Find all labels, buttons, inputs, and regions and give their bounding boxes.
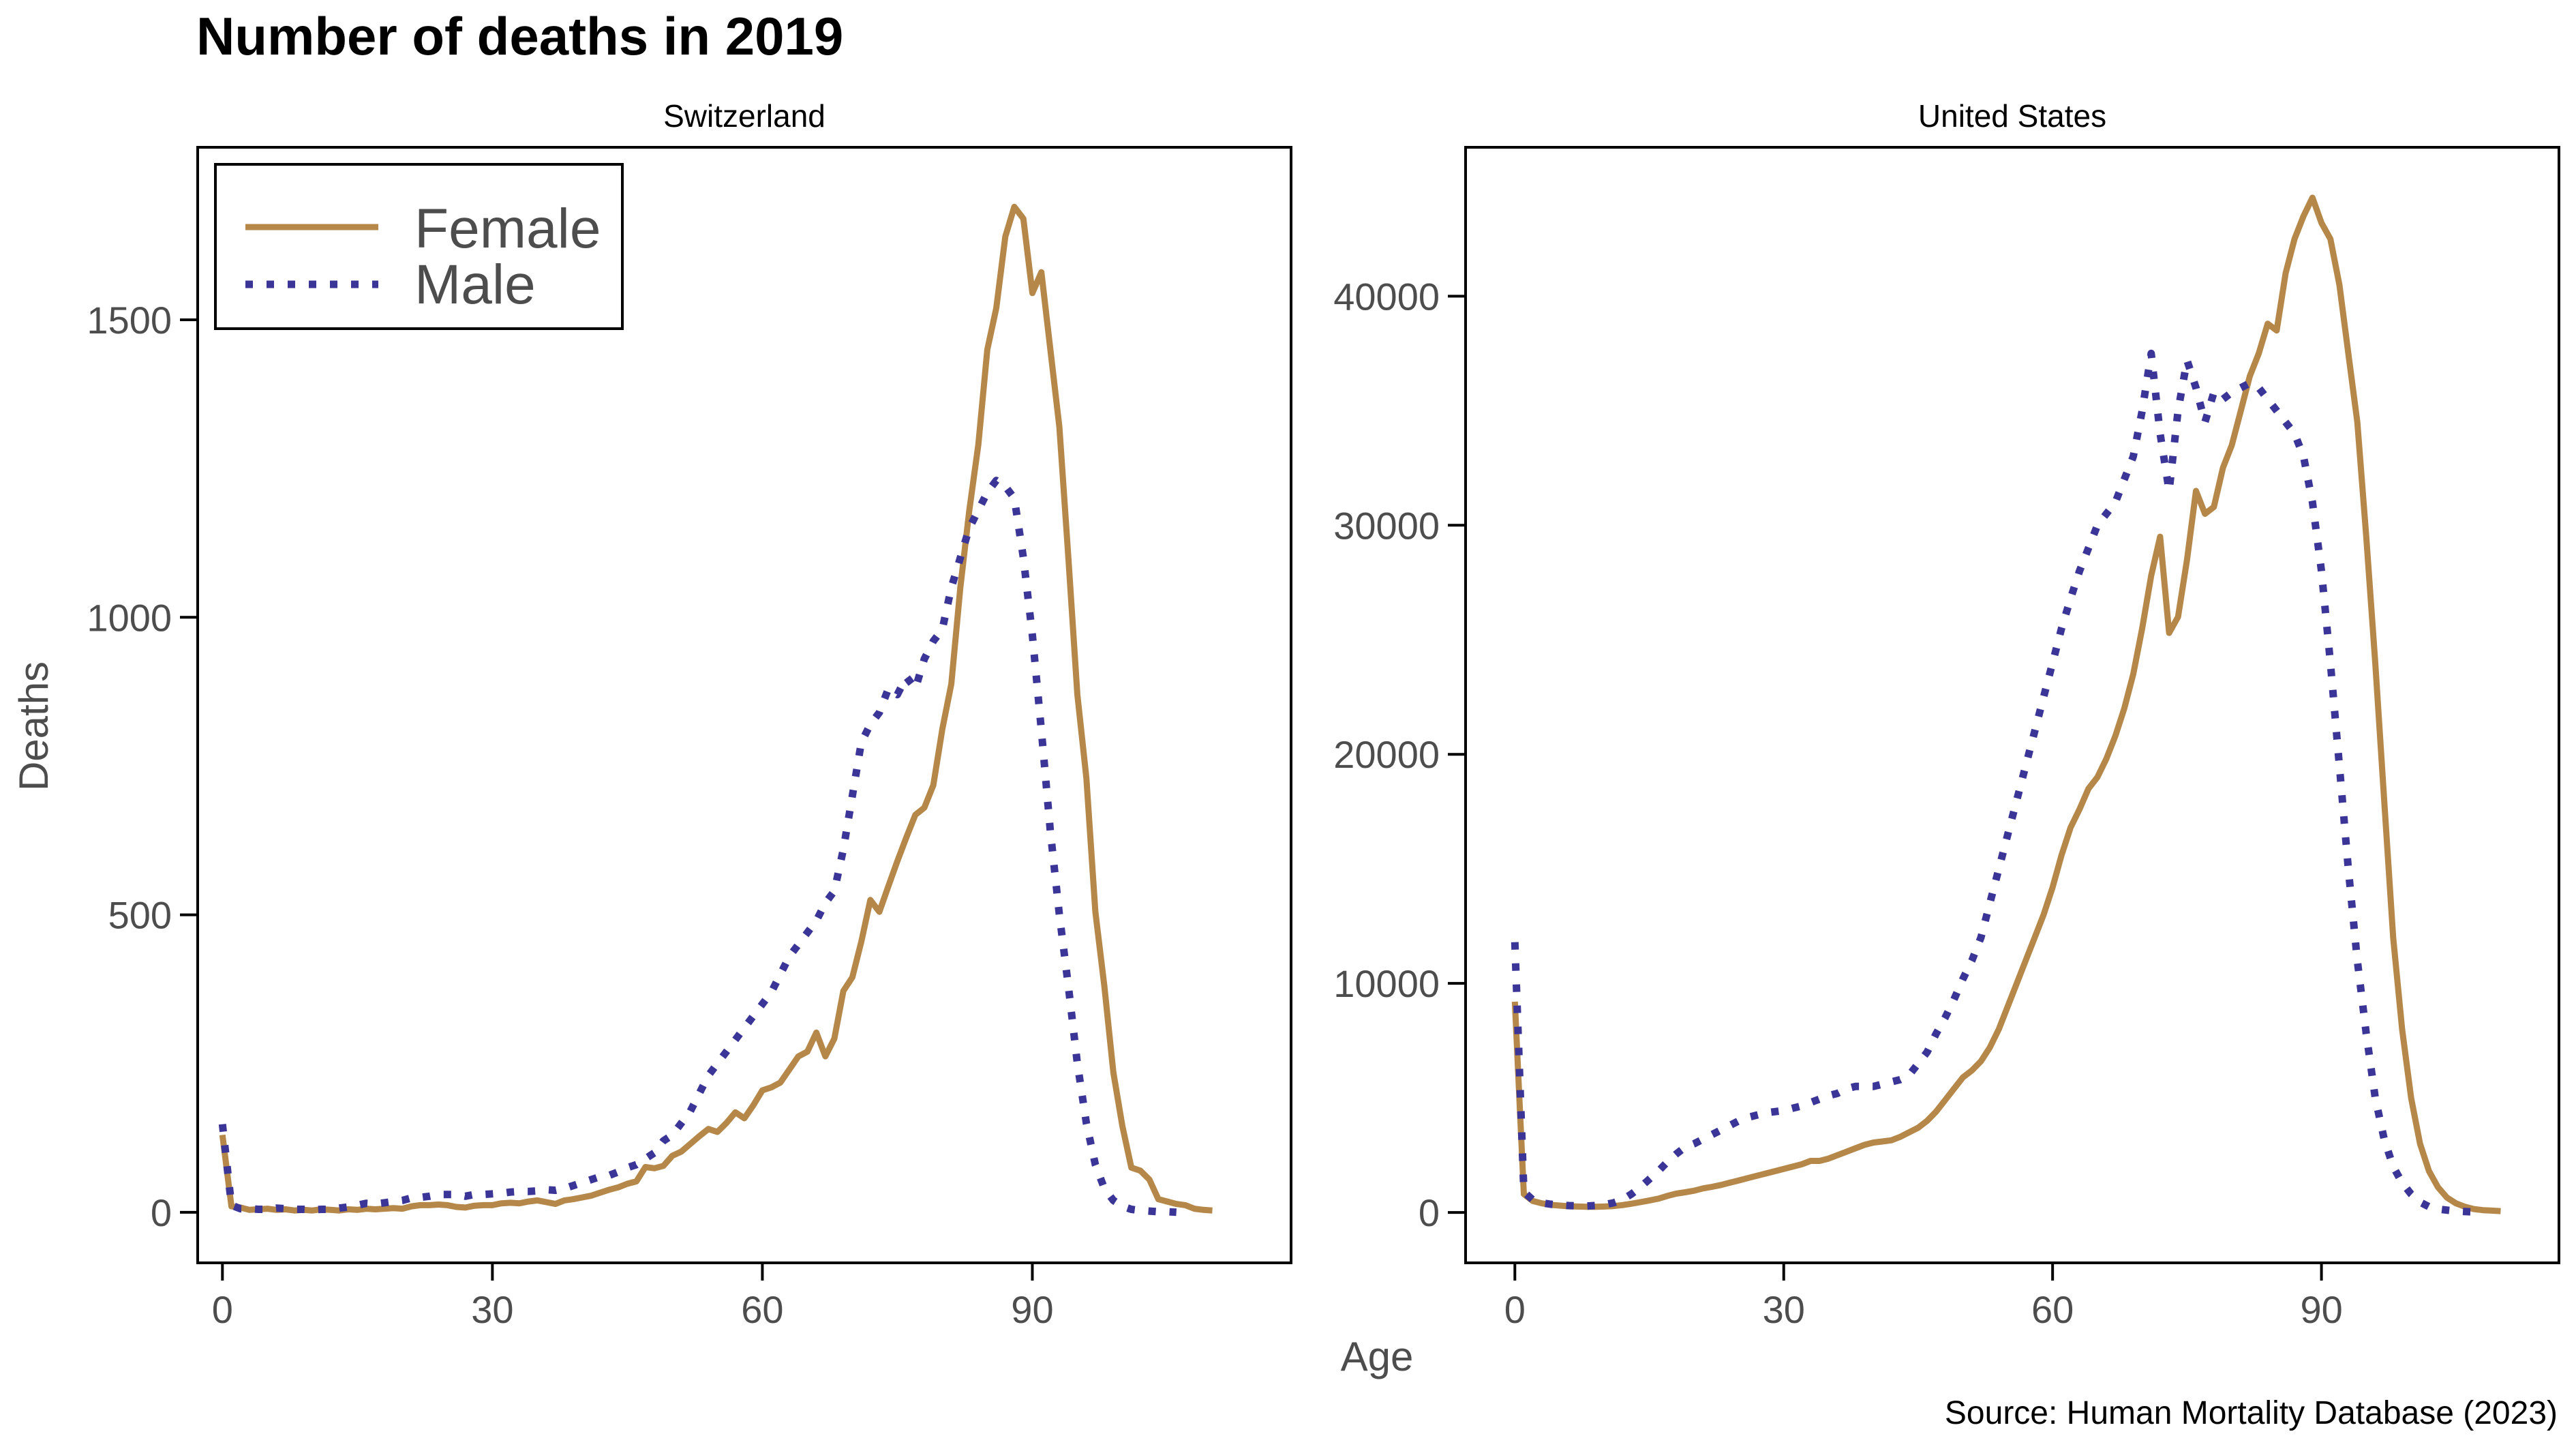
plot-area xyxy=(1511,194,2501,1216)
panel-frame xyxy=(1464,146,2560,1264)
x-tick-label: 0 xyxy=(212,1288,233,1331)
y-tick-label: 0 xyxy=(151,1191,172,1234)
panel-united-states: United States 0 30 60 90 0 10000 20000 30000 40… xyxy=(1333,98,2560,1331)
source-caption: Source: Human Mortality Database (2023) xyxy=(1945,1395,2558,1431)
legend-label-male: Male xyxy=(414,254,536,316)
y-tick-label: 10000 xyxy=(1333,962,1440,1005)
x-tick-label: 30 xyxy=(471,1288,513,1331)
series-line-female xyxy=(219,203,1213,1214)
panel-strip-title: Switzerland xyxy=(663,98,825,134)
x-axis: 0 30 60 90 xyxy=(212,1263,1054,1331)
x-tick-label: 30 xyxy=(1763,1288,1805,1331)
y-tick-label: 20000 xyxy=(1333,733,1440,776)
legend-label-female: Female xyxy=(414,198,601,260)
x-tick-label: 90 xyxy=(2300,1288,2342,1331)
panel-switzerland: Switzerland 0 30 60 90 0 500 1000 1500 xyxy=(87,98,1292,1331)
x-tick-label: 60 xyxy=(741,1288,783,1331)
x-tick-label: 0 xyxy=(1504,1288,1526,1331)
legend: Female Male xyxy=(214,163,624,330)
panel-strip-title: United States xyxy=(1918,98,2106,134)
y-tick-label: 1500 xyxy=(87,299,172,342)
y-tick-label: 0 xyxy=(1419,1191,1440,1234)
legend-box xyxy=(214,163,624,330)
x-tick-label: 90 xyxy=(1011,1288,1053,1331)
series-line-male xyxy=(1511,349,2483,1216)
y-tick-label: 30000 xyxy=(1333,504,1440,547)
series-line-male xyxy=(218,477,1177,1216)
y-axis: 0 10000 20000 30000 40000 xyxy=(1333,275,1466,1234)
x-tick-label: 60 xyxy=(2031,1288,2074,1331)
y-axis: 0 500 1000 1500 xyxy=(87,299,198,1234)
plot-area xyxy=(218,203,1213,1216)
y-tick-label: 500 xyxy=(108,894,172,937)
chart-title: Number of deaths in 2019 xyxy=(196,6,843,66)
x-axis: 0 30 60 90 xyxy=(1504,1263,2343,1331)
y-tick-label: 40000 xyxy=(1333,275,1440,318)
panel-frame xyxy=(196,146,1292,1264)
y-tick-label: 1000 xyxy=(87,596,172,639)
x-axis-title: Age xyxy=(1341,1334,1414,1379)
series-line-female xyxy=(1511,194,2501,1214)
y-axis-title: Deaths xyxy=(11,661,57,791)
